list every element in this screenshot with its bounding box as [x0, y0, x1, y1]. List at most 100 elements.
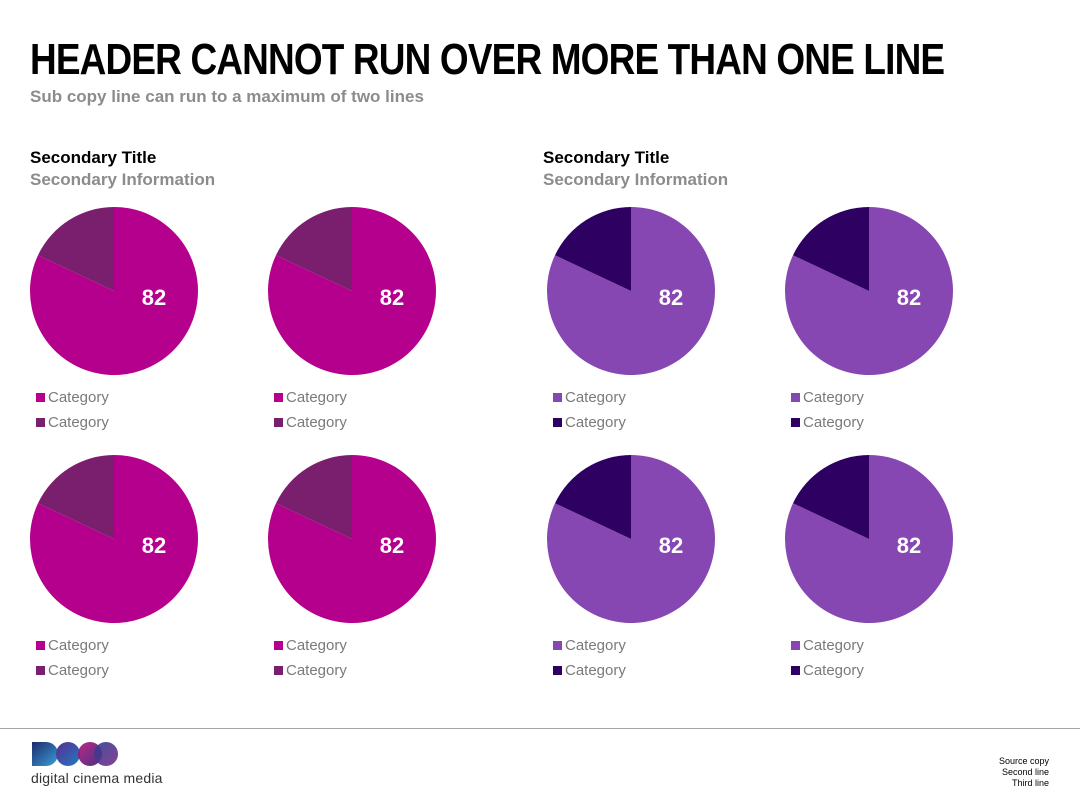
- source-line: Source copy: [998, 756, 1049, 766]
- pie-chart: 82 Category Category: [267, 207, 468, 447]
- pie-legend: Category Category: [274, 385, 474, 435]
- legend-swatch: [274, 641, 283, 650]
- logo-wordmark: digital cinema media: [31, 770, 163, 786]
- pie-value-label: 82: [659, 533, 683, 558]
- legend-label: Category: [803, 414, 864, 431]
- pie-slice-main: [546, 207, 715, 375]
- legend-item: Category: [791, 633, 991, 658]
- pie-svg: 82: [546, 207, 715, 375]
- pie-value-label: 82: [380, 533, 404, 558]
- pie-slice-main: [29, 207, 198, 375]
- legend-item: Category: [36, 633, 236, 658]
- legend-item: Category: [274, 633, 474, 658]
- pie-legend: Category Category: [274, 633, 474, 683]
- pie-slice-rest: [275, 207, 352, 291]
- legend-item: Category: [553, 385, 753, 410]
- pie-value-label: 82: [659, 285, 683, 310]
- legend-label: Category: [286, 662, 347, 679]
- pie-svg: 82: [784, 207, 953, 375]
- legend-item: Category: [553, 410, 753, 435]
- legend-swatch: [791, 418, 800, 427]
- legend-item: Category: [274, 658, 474, 683]
- legend-swatch: [791, 393, 800, 402]
- pie-legend: Category Category: [36, 633, 236, 683]
- legend-label: Category: [565, 637, 626, 654]
- pie-chart: 82 Category Category: [784, 207, 985, 447]
- pie-legend: Category Category: [791, 633, 991, 683]
- legend-swatch: [36, 393, 45, 402]
- pie-legend: Category Category: [553, 633, 753, 683]
- pie-chart: 82 Category Category: [546, 455, 747, 695]
- pie-chart: 82 Category Category: [29, 207, 230, 447]
- pie-svg: 82: [267, 207, 436, 375]
- page-title: HEADER CANNOT RUN OVER MORE THAN ONE LIN…: [30, 35, 945, 84]
- pie-svg: 82: [29, 455, 198, 623]
- legend-label: Category: [286, 637, 347, 654]
- legend-swatch: [791, 641, 800, 650]
- footer-divider: [0, 728, 1080, 729]
- section-info-right: Secondary Information: [543, 170, 729, 189]
- pie-slice-rest: [37, 455, 114, 539]
- pie-value-label: 82: [142, 285, 166, 310]
- legend-item: Category: [36, 410, 236, 435]
- pie-value-label: 82: [142, 533, 166, 558]
- section-title-right: Secondary Title: [543, 148, 670, 167]
- pie-legend: Category Category: [553, 385, 753, 435]
- legend-label: Category: [565, 662, 626, 679]
- source-line: Second line: [1001, 767, 1049, 777]
- pie-slice-rest: [792, 455, 869, 539]
- legend-item: Category: [791, 385, 991, 410]
- legend-swatch: [274, 418, 283, 427]
- dcm-logo: [32, 742, 118, 766]
- legend-item: Category: [553, 633, 753, 658]
- legend-label: Category: [48, 662, 109, 679]
- sub-copy: Sub copy line can run to a maximum of tw…: [30, 87, 424, 106]
- legend-swatch: [553, 393, 562, 402]
- pie-svg: 82: [29, 207, 198, 375]
- pie-slice-main: [29, 455, 198, 623]
- pie-svg: 82: [546, 455, 715, 623]
- pie-slice-main: [267, 207, 436, 375]
- pie-slice-rest: [275, 455, 352, 539]
- pie-slice-main: [546, 455, 715, 623]
- pie-chart: 82 Category Category: [546, 207, 747, 447]
- pie-value-label: 82: [897, 285, 921, 310]
- legend-item: Category: [791, 658, 991, 683]
- legend-label: Category: [48, 637, 109, 654]
- legend-swatch: [36, 641, 45, 650]
- legend-item: Category: [274, 385, 474, 410]
- legend-item: Category: [553, 658, 753, 683]
- legend-label: Category: [803, 389, 864, 406]
- pie-slice-main: [267, 455, 436, 623]
- legend-item: Category: [36, 658, 236, 683]
- legend-swatch: [791, 666, 800, 675]
- pie-slice-rest: [37, 207, 114, 291]
- legend-swatch: [36, 666, 45, 675]
- legend-swatch: [553, 666, 562, 675]
- pie-slice-rest: [792, 207, 869, 291]
- pie-slice-rest: [554, 455, 631, 539]
- pie-chart: 82 Category Category: [267, 455, 468, 695]
- legend-label: Category: [48, 414, 109, 431]
- legend-label: Category: [803, 637, 864, 654]
- pie-slice-rest: [554, 207, 631, 291]
- legend-swatch: [553, 641, 562, 650]
- legend-item: Category: [791, 410, 991, 435]
- legend-item: Category: [36, 385, 236, 410]
- legend-label: Category: [565, 389, 626, 406]
- legend-swatch: [553, 418, 562, 427]
- legend-item: Category: [274, 410, 474, 435]
- legend-swatch: [274, 393, 283, 402]
- source-line: Third line: [1011, 778, 1049, 788]
- pie-svg: 82: [784, 455, 953, 623]
- pie-svg: 82: [267, 455, 436, 623]
- pie-slice-main: [784, 455, 953, 623]
- pie-chart: 82 Category Category: [29, 455, 230, 695]
- pie-legend: Category Category: [36, 385, 236, 435]
- pie-legend: Category Category: [791, 385, 991, 435]
- pie-value-label: 82: [897, 533, 921, 558]
- legend-label: Category: [565, 414, 626, 431]
- legend-label: Category: [286, 414, 347, 431]
- section-title-left: Secondary Title: [30, 148, 157, 167]
- legend-label: Category: [286, 389, 347, 406]
